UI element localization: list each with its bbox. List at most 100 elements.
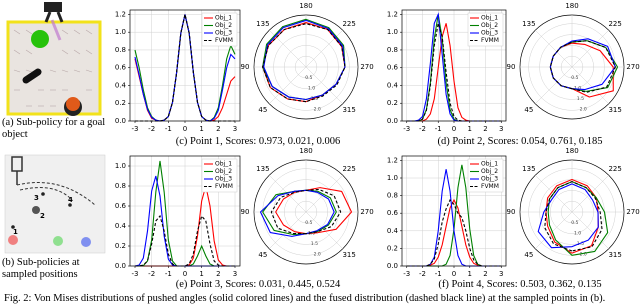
x-tick-label: 2 [216,125,220,133]
legend-label: Obj_2 [215,22,232,29]
y-tick-label: 0.8 [387,46,398,54]
r-tick-label: 0.5 [305,220,312,226]
x-tick-label: -1 [165,270,172,278]
robot-gripper [44,2,62,12]
theta-tick-label: 135 [522,20,535,28]
x-tick-label: 2 [483,270,487,278]
theta-tick-label: 315 [608,106,621,114]
x-tick-label: -2 [148,125,155,133]
y-tick-label: 0.6 [115,202,127,210]
theta-tick-label: 135 [522,165,535,173]
theta-tick-label: 135 [256,20,269,28]
grid-spoke [535,211,573,249]
theta-tick-label: 270 [626,208,639,216]
theta-tick-label: 90 [507,63,516,71]
panel-caption: (d) Point 2, Scores: 0.054, 0.761, 0.185 [437,136,603,147]
legend-label: Obj_1 [215,161,232,168]
y-tick-label: 0.8 [115,46,126,54]
r-tick-label: 0.5 [305,75,312,81]
x-tick-label: 1 [199,125,203,133]
x-tick-label: 1 [468,270,472,278]
y-tick-label: 0.8 [387,192,398,200]
grid-spoke [571,211,609,249]
polar-curve [537,183,599,249]
theta-tick-label: 135 [256,165,269,173]
y-tick-label: 0.2 [115,242,126,250]
theta-tick-label: 45 [524,251,533,259]
legend-label: Obj_1 [481,161,498,168]
x-tick-label: 0 [183,270,187,278]
scene-b: 1 2 3 4 [4,154,106,254]
r-tick-label: 2.0 [314,106,321,112]
grid-spoke [269,211,307,249]
push-trajectory [50,19,62,41]
x-tick-label: -1 [435,125,442,133]
legend-label: FVMM [215,37,233,44]
panel-caption: (c) Point 1, Scores: 0.973, 0.021, 0.006 [175,136,341,147]
y-tick-label: 1.0 [115,28,126,36]
y-tick-label: 0.4 [115,222,127,230]
y-tick-label: 0.0 [387,117,398,125]
caption-b: (b) Sub-policies at sampled positions [2,257,80,280]
caption-a: (a) Sub-policy for a goal object [2,117,106,140]
legend-label: Obj_3 [481,30,498,37]
theta-tick-label: 225 [608,165,621,173]
theta-tick-label: 225 [342,20,355,28]
legend-label: Obj_1 [215,15,232,22]
theta-tick-label: 180 [565,2,578,10]
x-tick-label: -3 [403,270,410,278]
x-tick-label: 0 [452,270,456,278]
r-tick-label: 2.0 [314,251,321,257]
legend-label: Obj_3 [215,30,232,37]
r-tick-label: 2.0 [580,106,587,112]
theta-tick-label: 180 [299,2,312,10]
y-tick-label: 0.8 [115,182,126,190]
grid-spoke [571,66,609,104]
theta-tick-label: 225 [608,20,621,28]
y-tick-label: 0.6 [387,64,399,72]
y-tick-label: 0.0 [115,262,126,270]
position-label: 2 [40,212,45,220]
grid-spoke [535,30,573,68]
x-tick-label: 2 [216,270,220,278]
r-tick-label: 1.5 [577,96,584,102]
grid-spoke [571,175,609,213]
plot-frame [401,9,507,122]
grid-spoke [305,211,343,249]
x-tick-label: -2 [419,270,426,278]
theta-tick-label: 270 [360,63,373,71]
theta-tick-label: 45 [258,251,267,259]
theta-tick-label: 90 [241,63,250,71]
theta-tick-label: 45 [258,106,267,114]
theta-tick-label: 45 [524,106,533,114]
grid-spoke [269,66,307,104]
y-tick-label: 1.2 [387,10,398,18]
theta-tick-label: 315 [608,251,621,259]
x-tick-label: 1 [468,125,472,133]
y-tick-label: 0.6 [115,64,127,72]
y-tick-label: 0.2 [387,99,398,107]
legend-label: Obj_2 [481,22,498,29]
polar-curve [549,40,616,93]
r-tick-label: 1.0 [574,230,581,236]
y-tick-label: 0.4 [387,227,399,235]
x-tick-label: -1 [435,270,442,278]
figure-caption: Fig. 2: Von Mises distributions of pushe… [4,293,606,304]
theta-tick-label: 225 [342,165,355,173]
x-tick-label: 0 [183,125,187,133]
y-tick-label: 1.2 [387,156,398,164]
x-tick-label: -3 [403,125,410,133]
goal-object [31,30,49,48]
x-tick-label: 1 [199,270,203,278]
x-tick-label: -1 [165,125,172,133]
grid-spoke [535,66,573,104]
grid-spoke [305,66,343,104]
plot-frame [401,155,507,267]
legend-label: Obj_2 [481,168,498,175]
y-tick-label: 0.2 [387,244,398,252]
theta-tick-label: 180 [565,147,578,155]
r-tick-label: 2.0 [580,251,587,257]
r-tick-label: 1.0 [308,85,315,91]
